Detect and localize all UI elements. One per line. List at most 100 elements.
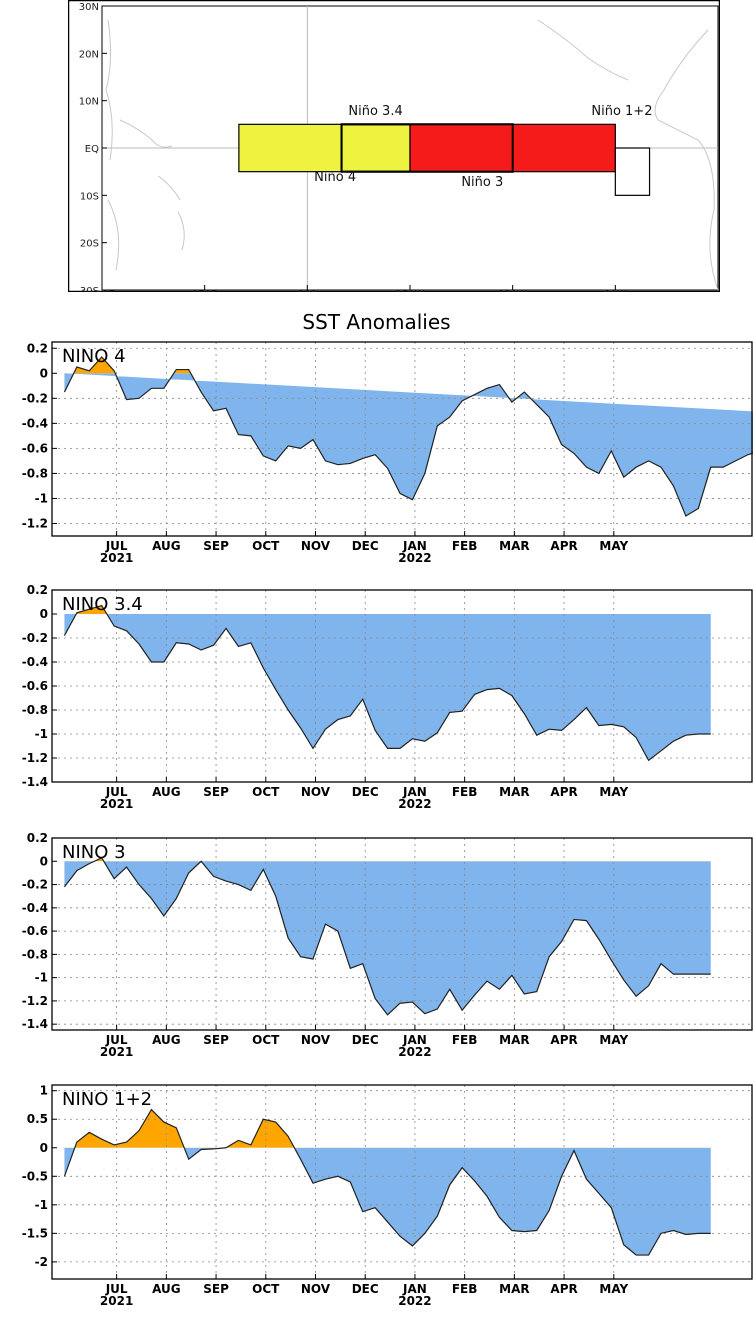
lon-tick-label: 120W xyxy=(498,289,527,292)
x-tick-label: AUG xyxy=(152,539,181,553)
x-tick-label: MAR xyxy=(499,1033,529,1047)
positive-anomaly-area xyxy=(64,357,191,374)
x-tick-label: JUL xyxy=(105,539,128,553)
x-tick-label: MAY xyxy=(599,1033,628,1047)
x-tick-label: NOV xyxy=(301,1282,331,1296)
y-tick-label: -1.5 xyxy=(22,1226,48,1240)
lat-tick-label: 30N xyxy=(79,2,99,13)
x-tick-label: 2021 xyxy=(100,551,133,565)
x-tick-label: JAN xyxy=(402,1033,427,1047)
x-tick-label: APR xyxy=(550,539,577,553)
y-tick-label: -1.4 xyxy=(22,1017,48,1031)
x-tick-label: JUL xyxy=(105,785,128,799)
x-tick-label: NOV xyxy=(301,539,331,553)
y-tick-label: -0.8 xyxy=(22,947,48,961)
negative-anomaly-area xyxy=(64,373,753,516)
y-tick-label: 0.2 xyxy=(27,831,48,845)
x-tick-label: OCT xyxy=(252,785,280,799)
lat-tick-label: 10S xyxy=(80,191,99,202)
x-tick-label: 2022 xyxy=(398,797,431,811)
x-tick-label: 2022 xyxy=(398,1045,431,1059)
x-tick-label: 2022 xyxy=(398,1294,431,1308)
coastline xyxy=(119,119,173,148)
x-tick-label: AUG xyxy=(152,785,181,799)
x-tick-label: 2022 xyxy=(398,551,431,565)
lat-tick-label: 10N xyxy=(79,97,99,108)
panel-label: NINO 3 xyxy=(62,842,126,863)
x-tick-label: MAY xyxy=(599,539,628,553)
x-tick-label: MAR xyxy=(499,785,529,799)
y-tick-label: -1 xyxy=(35,491,48,505)
x-tick-label: MAY xyxy=(599,785,628,799)
coastline xyxy=(654,29,719,291)
x-tick-label: 2021 xyxy=(100,797,133,811)
x-tick-label: DEC xyxy=(352,1282,379,1296)
x-tick-label: OCT xyxy=(252,1033,280,1047)
y-tick-label: -1.2 xyxy=(22,994,48,1008)
negative-anomaly-area xyxy=(64,861,711,1015)
y-tick-label: -0.4 xyxy=(22,655,48,669)
x-tick-label: SEP xyxy=(203,539,229,553)
chart-title: SST Anomalies xyxy=(302,310,451,334)
y-tick-label: 0.2 xyxy=(27,341,48,355)
x-tick-label: APR xyxy=(550,1033,577,1047)
plot-frame xyxy=(51,341,753,537)
x-tick-label: NOV xyxy=(301,785,331,799)
coastline xyxy=(157,175,181,201)
x-tick-label: 2021 xyxy=(100,1294,133,1308)
y-tick-label: 0 xyxy=(40,854,48,868)
x-tick-label: AUG xyxy=(152,1033,181,1047)
y-tick-label: -0.8 xyxy=(22,703,48,717)
lon-tick-label: 150W xyxy=(396,289,425,292)
y-tick-label: -1 xyxy=(35,727,48,741)
anomaly-line xyxy=(63,1108,711,1256)
x-tick-label: JAN xyxy=(402,539,427,553)
x-tick-label: SEP xyxy=(203,785,229,799)
x-tick-label: DEC xyxy=(352,1033,379,1047)
y-tick-label: -2 xyxy=(35,1255,48,1269)
lat-tick-label: 30S xyxy=(80,286,99,292)
y-tick-label: -0.6 xyxy=(22,679,48,693)
x-tick-label: FEB xyxy=(452,1033,478,1047)
x-tick-label: DEC xyxy=(352,539,379,553)
anomaly-line xyxy=(63,604,711,762)
x-tick-label: MAY xyxy=(599,1282,628,1296)
y-tick-label: -1 xyxy=(35,971,48,985)
coastline xyxy=(107,199,120,271)
y-tick-label: -0.4 xyxy=(22,901,48,915)
plot-frame xyxy=(51,1084,753,1280)
x-tick-label: FEB xyxy=(452,1282,478,1296)
region-box-0 xyxy=(238,123,411,173)
y-tick-label: -1.2 xyxy=(22,751,48,765)
x-tick-label: MAR xyxy=(499,539,529,553)
negative-anomaly-area xyxy=(64,1147,711,1256)
x-tick-label: JAN xyxy=(402,785,427,799)
x-tick-label: APR xyxy=(550,785,577,799)
region-label-1: Niño 3.4 xyxy=(348,104,402,119)
x-tick-label: FEB xyxy=(452,539,478,553)
region-label-3: Niño 1+2 xyxy=(591,104,652,119)
panel-label: NINO 3.4 xyxy=(62,594,143,615)
negative-anomaly-area xyxy=(64,614,711,761)
region-label-2: Niño 3 xyxy=(461,175,503,190)
coastline xyxy=(537,19,629,81)
lon-tick-label: 120E xyxy=(89,289,114,292)
y-tick-label: -0.5 xyxy=(22,1169,48,1183)
lon-tick-label: 180 xyxy=(298,289,317,292)
y-tick-label: -0.2 xyxy=(22,631,48,645)
x-tick-label: SEP xyxy=(203,1033,229,1047)
y-tick-label: 0.5 xyxy=(27,1112,48,1126)
x-tick-label: 2021 xyxy=(100,1045,133,1059)
positive-anomaly-area xyxy=(64,1109,711,1148)
anomaly-line xyxy=(63,356,753,517)
y-tick-label: -0.2 xyxy=(22,391,48,405)
x-tick-label: NOV xyxy=(301,1033,331,1047)
y-tick-label: -0.6 xyxy=(22,924,48,938)
y-tick-label: 1 xyxy=(40,1084,48,1098)
y-tick-label: -0.2 xyxy=(22,878,48,892)
coastline xyxy=(105,19,113,161)
